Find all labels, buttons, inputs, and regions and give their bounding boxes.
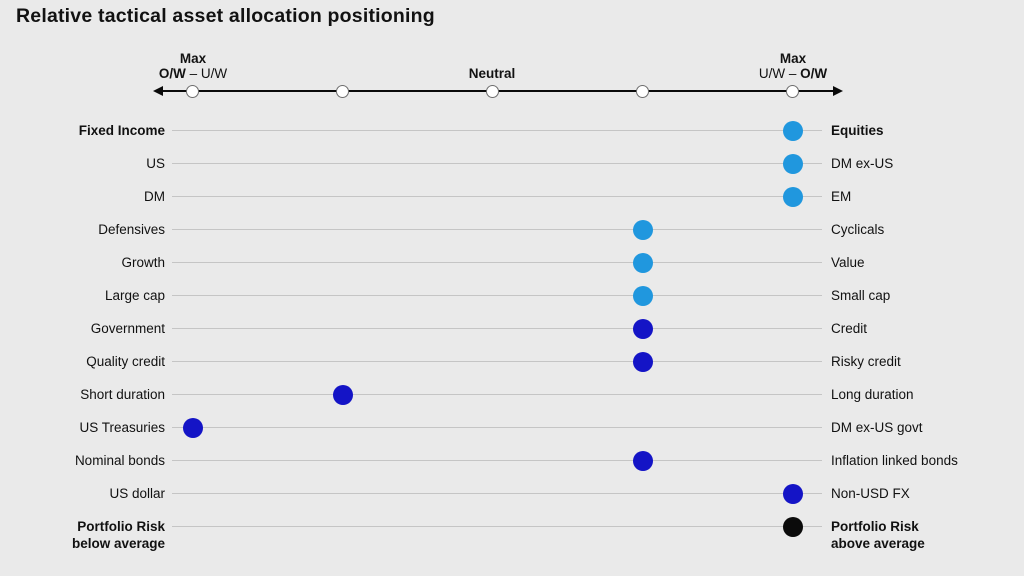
row-line <box>172 262 822 263</box>
row-right-label: Portfolio Risk above average <box>831 519 925 551</box>
row-right-label: Risky credit <box>831 354 901 369</box>
axis-label-max-overweight-left: Max O/W – U/W <box>93 51 293 81</box>
axis-label-uw-ow: U/W – O/W <box>758 66 828 81</box>
row-line <box>172 328 822 329</box>
row-left-label: Portfolio Risk below average <box>71 519 165 551</box>
axis-tick-circle <box>186 85 199 98</box>
axis-label-max-left: Max <box>179 51 207 66</box>
allocation-dot <box>633 253 653 273</box>
row-line <box>172 361 822 362</box>
axis-label-max-overweight-right: Max U/W – O/W <box>693 51 893 81</box>
row-left-label: Fixed Income <box>78 123 165 138</box>
axis-tick-circle <box>486 85 499 98</box>
allocation-dot <box>633 220 653 240</box>
axis-label-max-right: Max <box>779 51 807 66</box>
allocation-dot <box>633 286 653 306</box>
row-left-label: Nominal bonds <box>74 453 165 468</box>
row-right-label: Small cap <box>831 288 891 303</box>
row-left-label: DM <box>144 189 165 204</box>
row-right-label: Long duration <box>831 387 914 402</box>
row-left-label: Government <box>90 321 165 336</box>
row-left-label: Quality credit <box>86 354 165 369</box>
allocation-dot <box>783 121 803 141</box>
axis-tick-circle <box>636 85 649 98</box>
row-right-label: Non-USD FX <box>831 486 910 501</box>
row-line <box>172 427 822 428</box>
row-line <box>172 229 822 230</box>
allocation-dot <box>783 484 803 504</box>
allocation-dot <box>633 451 653 471</box>
row-line <box>172 196 822 197</box>
row-right-label: EM <box>831 189 852 204</box>
row-left-label: Short duration <box>80 387 165 402</box>
allocation-dot <box>333 385 353 405</box>
axis-tick-circle <box>786 85 799 98</box>
axis-arrow-left-icon <box>153 86 163 96</box>
row-left-label: Large cap <box>104 288 165 303</box>
allocation-dot <box>783 187 803 207</box>
allocation-dot <box>633 352 653 372</box>
axis-tick-circle <box>336 85 349 98</box>
axis-label-ow-uw: O/W – U/W <box>158 66 228 81</box>
row-right-label: DM ex-US <box>831 156 894 171</box>
row-right-label: Cyclicals <box>831 222 885 237</box>
row-left-label: US Treasuries <box>79 420 165 435</box>
row-line <box>172 163 822 164</box>
row-line <box>172 394 822 395</box>
allocation-dot <box>183 418 203 438</box>
axis-label-neutral: Neutral <box>468 66 516 81</box>
row-left-label: US <box>146 156 165 171</box>
row-right-label: Equities <box>831 123 884 138</box>
row-left-label: Growth <box>121 255 165 270</box>
row-right-label: Credit <box>831 321 868 336</box>
row-left-label: Defensives <box>98 222 165 237</box>
row-line <box>172 295 822 296</box>
row-line <box>172 493 822 494</box>
allocation-dot <box>633 319 653 339</box>
page-title: Relative tactical asset allocation posit… <box>16 5 435 27</box>
row-right-label: Inflation linked bonds <box>831 453 958 468</box>
allocation-dot <box>783 517 803 537</box>
row-left-label: US dollar <box>109 486 165 501</box>
row-line <box>172 130 822 131</box>
row-right-label: Value <box>831 255 865 270</box>
row-line <box>172 460 822 461</box>
axis-arrow-right-icon <box>833 86 843 96</box>
allocation-dot <box>783 154 803 174</box>
row-line <box>172 526 822 527</box>
row-right-label: DM ex-US govt <box>831 420 923 435</box>
